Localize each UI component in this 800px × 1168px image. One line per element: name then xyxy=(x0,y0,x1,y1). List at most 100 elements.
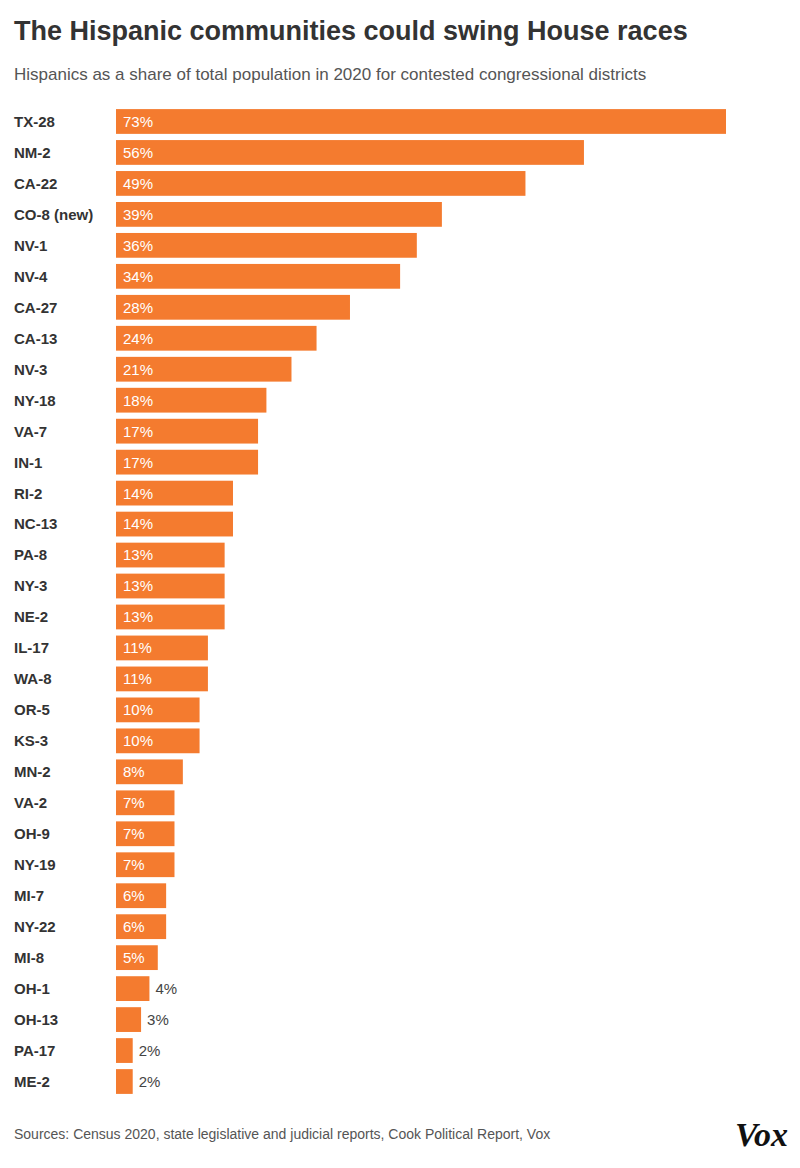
category-label: PA-17 xyxy=(14,1042,55,1059)
bar xyxy=(116,357,291,382)
bar xyxy=(116,171,525,196)
bar xyxy=(116,1007,141,1032)
bar xyxy=(116,481,233,506)
category-label: NM-2 xyxy=(14,144,51,161)
data-label: 7% xyxy=(123,856,145,873)
data-label: 14% xyxy=(123,485,153,502)
category-label: IN-1 xyxy=(14,454,42,471)
category-label: NY-19 xyxy=(14,856,56,873)
data-label: 24% xyxy=(123,330,153,347)
bar xyxy=(116,140,584,165)
source: Sources: Census 2020, state legislative … xyxy=(14,1126,550,1142)
data-label: 18% xyxy=(123,392,153,409)
bar xyxy=(116,450,258,475)
bar xyxy=(116,264,400,289)
category-label: NC-13 xyxy=(14,515,57,532)
bar xyxy=(116,852,174,877)
data-label: 17% xyxy=(123,423,153,440)
bar xyxy=(116,543,225,568)
category-label: MN-2 xyxy=(14,763,51,780)
category-label: CA-27 xyxy=(14,299,57,316)
bar xyxy=(116,109,726,134)
category-label: PA-8 xyxy=(14,546,47,563)
data-label: 36% xyxy=(123,237,153,254)
data-label: 17% xyxy=(123,454,153,471)
bar xyxy=(116,574,225,599)
data-label: 14% xyxy=(123,515,153,532)
data-label: 34% xyxy=(123,268,153,285)
category-label: NY-22 xyxy=(14,918,56,935)
category-label: OH-1 xyxy=(14,980,50,997)
bar xyxy=(116,945,158,970)
category-label: NY-18 xyxy=(14,392,56,409)
data-label: 11% xyxy=(123,639,152,656)
data-label: 39% xyxy=(123,206,153,223)
data-label: 3% xyxy=(147,1011,169,1028)
category-label: OH-13 xyxy=(14,1011,58,1028)
data-label: 4% xyxy=(155,980,177,997)
data-label: 2% xyxy=(139,1042,161,1059)
category-label: MI-8 xyxy=(14,949,44,966)
data-label: 7% xyxy=(123,825,145,842)
bar xyxy=(116,883,166,908)
bar xyxy=(116,605,225,630)
bar xyxy=(116,914,166,939)
category-label: CA-22 xyxy=(14,175,57,192)
title: The Hispanic communities could swing Hou… xyxy=(14,16,688,46)
category-label: CO-8 (new) xyxy=(14,206,93,223)
bar xyxy=(116,790,174,815)
bar xyxy=(116,667,208,692)
logo: Vox xyxy=(735,1116,788,1153)
data-label: 49% xyxy=(123,175,153,192)
category-label: RI-2 xyxy=(14,485,42,502)
bars xyxy=(116,109,726,1094)
data-label: 10% xyxy=(123,701,153,718)
bar xyxy=(116,759,183,784)
subtitle: Hispanics as a share of total population… xyxy=(14,65,646,84)
labels: TX-28 NM-2 CA-22 CO-8 (new) NV-1 NV-4 CA-27 CA-… xyxy=(14,113,177,1090)
data-label: 13% xyxy=(123,546,153,563)
category-label: VA-2 xyxy=(14,794,47,811)
bar xyxy=(116,698,200,723)
bar xyxy=(116,728,200,753)
data-label: 5% xyxy=(123,949,145,966)
category-label: NV-3 xyxy=(14,361,47,378)
data-label: 13% xyxy=(123,577,153,594)
bar xyxy=(116,388,266,413)
data-label: 13% xyxy=(123,608,153,625)
category-label: NE-2 xyxy=(14,608,48,625)
data-label: 6% xyxy=(123,887,145,904)
data-label: 56% xyxy=(123,144,153,161)
category-label: NV-1 xyxy=(14,237,47,254)
data-label: 6% xyxy=(123,918,145,935)
bar xyxy=(116,326,317,351)
category-label: OR-5 xyxy=(14,701,50,718)
category-label: CA-13 xyxy=(14,330,57,347)
bar xyxy=(116,295,350,320)
data-label: 10% xyxy=(123,732,153,749)
bar xyxy=(116,1038,133,1063)
bar xyxy=(116,821,174,846)
bar xyxy=(116,976,149,1001)
category-label: NY-3 xyxy=(14,577,47,594)
category-label: KS-3 xyxy=(14,732,48,749)
category-label: NV-4 xyxy=(14,268,48,285)
data-label: 8% xyxy=(123,763,145,780)
category-label: WA-8 xyxy=(14,670,52,687)
bar xyxy=(116,202,442,227)
category-label: MI-7 xyxy=(14,887,44,904)
category-label: TX-28 xyxy=(14,113,55,130)
bar xyxy=(116,233,417,258)
data-label: 2% xyxy=(139,1073,161,1090)
bar xyxy=(116,512,233,537)
data-label: 73% xyxy=(123,113,153,130)
chart: The Hispanic communities could swing Hou… xyxy=(0,0,800,1168)
category-label: OH-9 xyxy=(14,825,50,842)
data-label: 11% xyxy=(123,670,152,687)
data-label: 21% xyxy=(123,361,153,378)
bar xyxy=(116,419,258,444)
bar xyxy=(116,636,208,661)
data-label: 28% xyxy=(123,299,153,316)
category-label: VA-7 xyxy=(14,423,47,440)
category-label: ME-2 xyxy=(14,1073,50,1090)
